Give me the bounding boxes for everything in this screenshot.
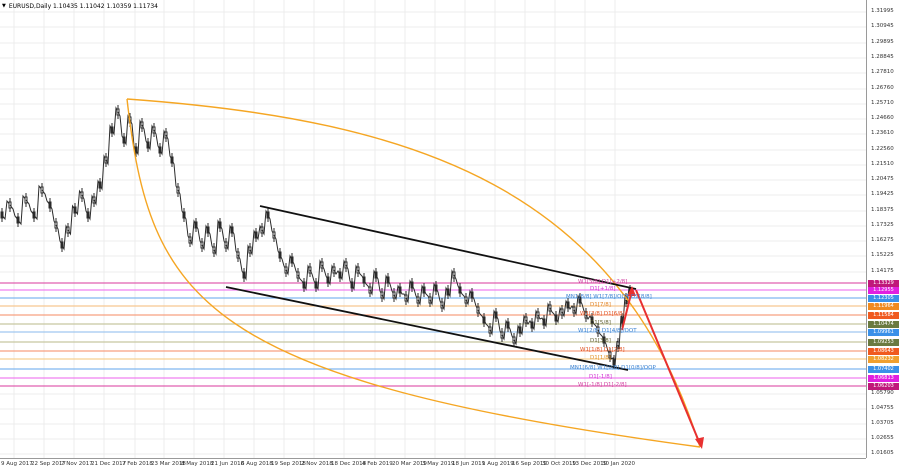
orange-arc-lower[interactable] bbox=[126, 98, 701, 448]
price-tick-label: 1.05790 bbox=[871, 390, 894, 396]
time-tick-label: 19 Sep 2018 bbox=[271, 461, 306, 467]
triangle-down-icon[interactable]: ▼ bbox=[2, 3, 6, 9]
time-tick-label: 18 Jun 2019 bbox=[452, 461, 486, 467]
level-label: MN1[8/8] W1[7/8]/OOT D1[8/8] bbox=[566, 294, 652, 300]
price-tick-label: 1.24660 bbox=[871, 115, 894, 121]
chart-title-bar: ▼ EURUSD,Daily 1.10435 1.11042 1.10359 1… bbox=[2, 1, 158, 11]
price-tick-label: 1.31995 bbox=[871, 8, 894, 14]
price-tick-label: 1.20475 bbox=[871, 176, 894, 182]
price-plot[interactable] bbox=[0, 0, 866, 458]
time-tick-label: 30 Jan 2020 bbox=[602, 461, 635, 467]
price-tick-label: 1.01605 bbox=[871, 450, 894, 456]
level-label: W1[3/8] D1[6/8] bbox=[580, 311, 625, 317]
level-label: W1[1/8] D1[2/8] bbox=[580, 347, 625, 353]
arrow-head-down-icon bbox=[695, 437, 704, 449]
price-level-tag: 1.08232 bbox=[868, 355, 899, 363]
level-label: D1[5/8] bbox=[590, 320, 611, 326]
symbol-info: EURUSD,Daily 1.10435 1.11042 1.10359 1.1… bbox=[8, 2, 158, 10]
price-tick-label: 1.30945 bbox=[871, 23, 894, 29]
price-level-tag: 1.12955 bbox=[868, 286, 899, 294]
price-tick-label: 1.29895 bbox=[871, 39, 894, 45]
price-tick-label: 1.03705 bbox=[871, 420, 894, 426]
price-level-tag: 1.13329 bbox=[868, 279, 899, 287]
time-tick-label: 20 Mar 2019 bbox=[392, 461, 427, 467]
price-tick-label: 1.25710 bbox=[871, 100, 894, 106]
time-tick-label: 13 Dec 2019 bbox=[572, 461, 608, 467]
level-label: W1[2/8] D1[4/8]/OOT bbox=[578, 328, 637, 334]
price-tick-label: 1.02655 bbox=[871, 435, 894, 441]
time-tick-label: 21 Dec 2017 bbox=[91, 461, 127, 467]
orange-arc-upper[interactable] bbox=[126, 98, 701, 448]
level-label: D1[1/8] bbox=[590, 355, 611, 361]
time-tick-label: 9 Aug 2017 bbox=[1, 461, 33, 467]
channel-lower-line[interactable] bbox=[225, 286, 629, 371]
time-tick-label: 18 Dec 2018 bbox=[331, 461, 367, 467]
time-tick-label: 4 Feb 2019 bbox=[362, 461, 393, 467]
time-tick-label: 21 Jun 2018 bbox=[211, 461, 245, 467]
price-tick-label: 1.04755 bbox=[871, 405, 894, 411]
red-arrow-up[interactable] bbox=[621, 289, 633, 331]
level-label: W1[5/8] D1[+2/8] bbox=[578, 279, 628, 285]
price-tick-label: 1.18375 bbox=[871, 207, 894, 213]
time-tick-label: 1 Aug 2019 bbox=[482, 461, 514, 467]
time-tick-label: 16 Sep 2019 bbox=[512, 461, 547, 467]
level-label: D1[-1/8] bbox=[589, 374, 612, 380]
price-level-tag: 1.10474 bbox=[868, 320, 899, 328]
price-tick-label: 1.15225 bbox=[871, 252, 894, 258]
time-tick-label: 2 Nov 2018 bbox=[301, 461, 333, 467]
channel-upper-line[interactable] bbox=[259, 205, 637, 290]
price-tick-label: 1.17325 bbox=[871, 222, 894, 228]
price-level-tag: 1.06203 bbox=[868, 382, 899, 390]
price-level-tag: 1.07402 bbox=[868, 365, 899, 373]
price-tick-label: 1.14175 bbox=[871, 268, 894, 274]
price-level-tag: 1.11964 bbox=[868, 302, 899, 310]
price-level-tag: 1.11584 bbox=[868, 311, 899, 319]
candlesticks bbox=[0, 105, 632, 369]
time-tick-label: 23 Mar 2018 bbox=[151, 461, 186, 467]
time-tick-label: 8 May 2018 bbox=[181, 461, 214, 467]
price-tick-label: 1.26760 bbox=[871, 85, 894, 91]
price-tick-label: 1.27810 bbox=[871, 69, 894, 75]
time-tick-label: 30 Oct 2019 bbox=[542, 461, 577, 467]
time-tick-label: 7 Nov 2017 bbox=[61, 461, 93, 467]
level-label: MN1[6/8] W1[0/8] D1[0/8]/OOP bbox=[570, 365, 656, 371]
arrow-head-up-icon bbox=[627, 286, 636, 296]
price-level-tag: 1.12305 bbox=[868, 294, 899, 302]
level-label: W1[-1/8] D1[-2/8] bbox=[578, 382, 627, 388]
price-level-tag: 1.08643 bbox=[868, 347, 899, 355]
price-axis[interactable]: 1.31995 1.30945 1.29895 1.28845 1.27810 1.267… bbox=[866, 0, 900, 458]
time-tick-label: 3 May 2019 bbox=[422, 461, 455, 467]
price-level-tag: 1.06813 bbox=[868, 374, 899, 382]
time-tick-label: 22 Sep 2017 bbox=[31, 461, 66, 467]
price-tick-label: 1.22560 bbox=[871, 146, 894, 152]
grid-lines bbox=[0, 0, 866, 458]
time-tick-label: 6 Aug 2018 bbox=[241, 461, 273, 467]
price-tick-label: 1.16275 bbox=[871, 237, 894, 243]
red-arrow-down[interactable] bbox=[635, 289, 701, 445]
price-level-tag: 1.09253 bbox=[868, 338, 899, 346]
price-tick-label: 1.19425 bbox=[871, 191, 894, 197]
level-label: D1[3/8] bbox=[590, 338, 611, 344]
level-lines bbox=[0, 282, 866, 387]
price-tick-label: 1.28845 bbox=[871, 54, 894, 60]
time-tick-label: 7 Feb 2018 bbox=[122, 461, 153, 467]
price-tick-label: 1.21510 bbox=[871, 161, 894, 167]
level-label: D1[7/8] bbox=[590, 302, 611, 308]
time-axis[interactable]: 9 Aug 2017 22 Sep 2017 7 Nov 2017 21 Dec 20… bbox=[0, 458, 866, 471]
price-level-tag: 1.09961 bbox=[868, 328, 899, 336]
price-tick-label: 1.23610 bbox=[871, 130, 894, 136]
level-label: D1[+1/8] bbox=[590, 286, 616, 292]
